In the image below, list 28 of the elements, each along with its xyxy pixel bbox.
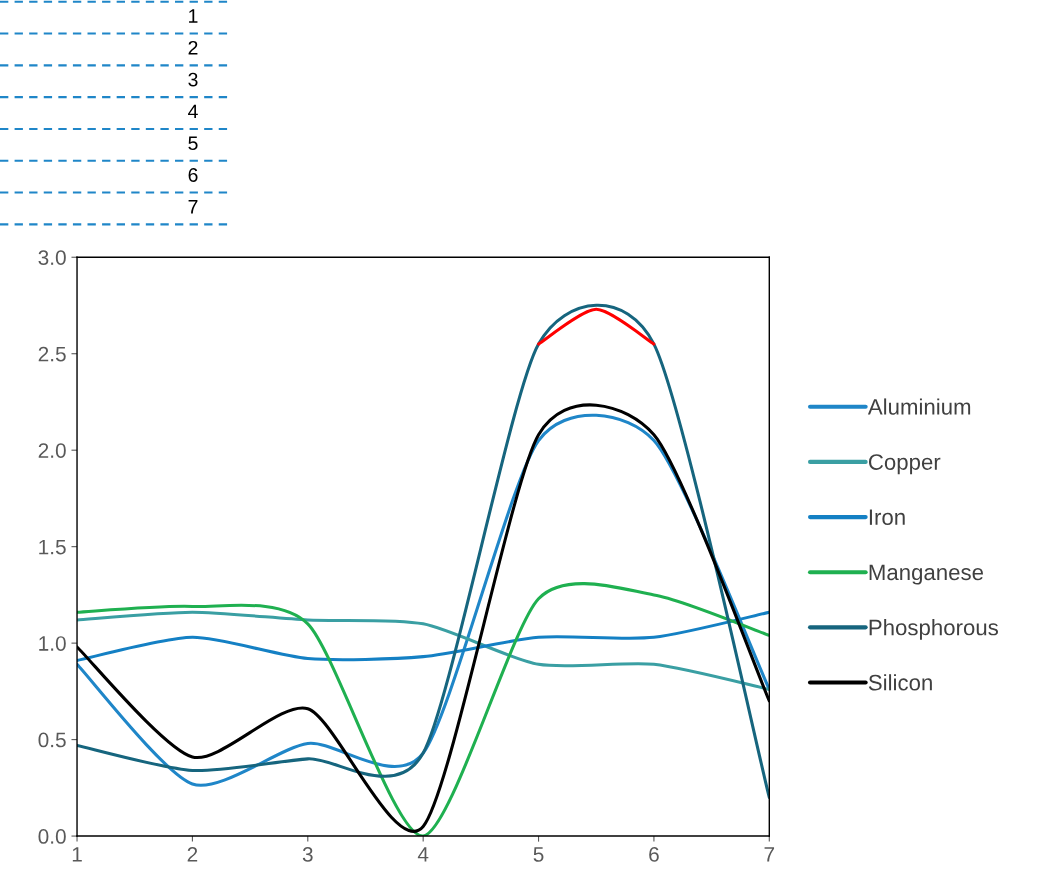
y-tick-label: 2.5: [38, 346, 66, 362]
legend-label: Iron: [869, 509, 905, 526]
legend-label: Copper: [868, 454, 941, 475]
text: 2: [188, 40, 198, 55]
y-tick-label: 0.0: [38, 829, 66, 844]
text: 5: [188, 136, 198, 151]
x-tick-label: 2: [187, 847, 198, 862]
x-tick-label: 7: [764, 847, 775, 862]
legend-label: Aluminium: [867, 398, 971, 415]
text: 4: [188, 104, 198, 119]
y-tick-label: 0.5: [38, 732, 66, 748]
y-tick-label: 1.0: [39, 636, 66, 651]
line-series: [77, 610, 770, 691]
text: 7: [188, 200, 198, 214]
legend-label: Phosphorous: [869, 619, 998, 640]
text: 6: [188, 168, 198, 182]
legend-label: Manganese: [869, 564, 983, 585]
text: 3: [188, 72, 198, 87]
x-tick-label: 1: [72, 847, 82, 862]
x-tick-label: 6: [649, 847, 659, 862]
y-tick-label: 1.5: [39, 539, 66, 555]
x-tick-label: 5: [533, 847, 544, 862]
x-tick-label: 3: [302, 847, 313, 862]
y-tick-label: 3.0: [38, 250, 66, 266]
y-tick-label: 2.0: [38, 443, 66, 458]
x-tick-label: 4: [417, 847, 429, 862]
legend-label: Silicon: [868, 674, 932, 691]
text: 1: [189, 9, 198, 23]
